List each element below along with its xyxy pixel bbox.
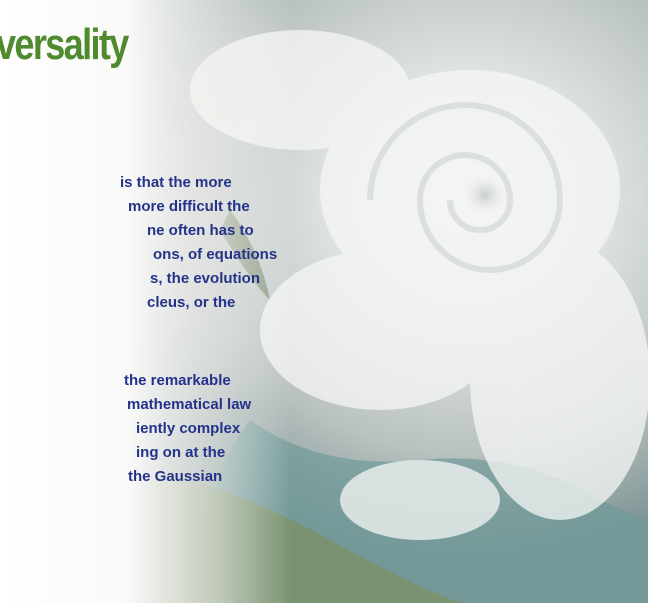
text-line: cleus, or the	[147, 294, 235, 311]
text-line: more difficult the	[128, 198, 250, 215]
text-line: the remarkable	[124, 372, 231, 389]
text-line: s, the evolution	[150, 270, 260, 287]
page: versality is that the more more difficult…	[0, 0, 648, 603]
text-line: iently complex	[136, 420, 240, 437]
title: versality	[0, 20, 128, 70]
text-line: the Gaussian	[128, 468, 222, 485]
text-line: ing on at the	[136, 444, 225, 461]
text-line: ne often has to	[147, 222, 254, 239]
text-line: ons, of equations	[153, 246, 277, 263]
text-line: is that the more	[120, 174, 232, 191]
hurricane-image	[0, 0, 648, 603]
text-line: mathematical law	[127, 396, 251, 413]
